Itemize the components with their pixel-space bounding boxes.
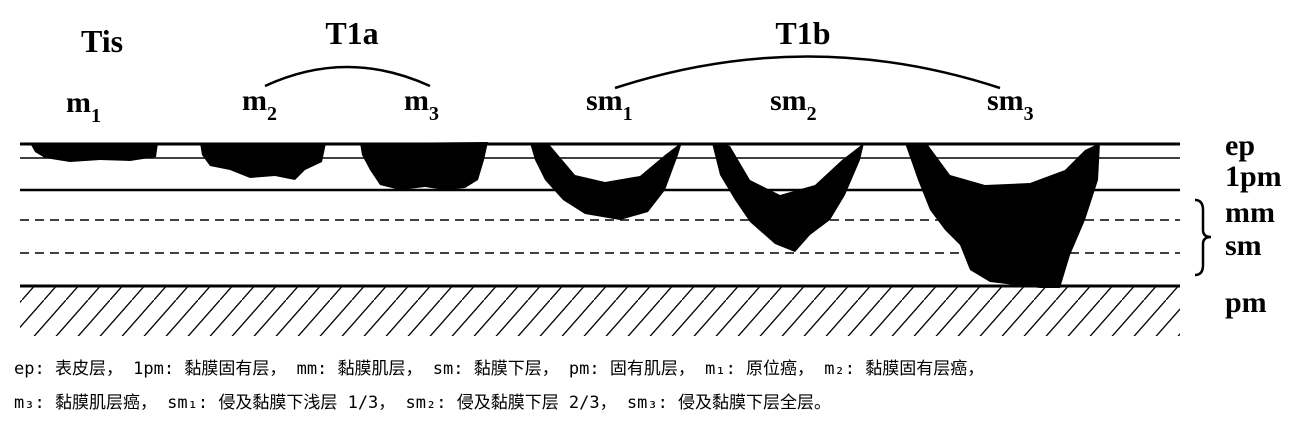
stage-label: sm2 [770,84,817,125]
tumor [530,142,682,220]
tumor [30,143,158,162]
stage-sub: 1 [91,105,101,127]
layer-label: pm [1225,286,1267,319]
caption-line: m₃: 黏膜肌层癌， sm₁: 侵及黏膜下浅层 1/3， sm₂: 侵及黏膜下层… [14,393,831,413]
tumor [360,142,488,190]
layer-label: mm [1225,196,1275,229]
stage-sub: 2 [807,103,817,125]
layer-label: ep [1225,129,1255,162]
stage-label: sm3 [987,84,1034,125]
stage-base: sm [586,84,623,117]
stage-label: m1 [66,86,101,127]
tumor [200,143,326,180]
stage-base: sm [770,84,807,117]
stage-base: m [404,84,429,117]
stage-base: m [242,84,267,117]
caption-line: ep: 表皮层， 1pm: 黏膜固有层， mm: 黏膜肌层， sm: 黏膜下层，… [14,359,984,379]
stage-label: sm1 [586,84,633,125]
layer-label: sm [1225,229,1262,262]
group-label: T1a [325,15,378,51]
layer-label: 1pm [1225,160,1282,193]
stage-label: m3 [404,84,439,125]
bracket-arc [264,65,431,88]
tumor [712,143,864,252]
bracket-arc [614,55,1001,90]
stage-sub: 2 [267,103,277,125]
stage-sub: 3 [1024,103,1034,125]
stage-sub: 3 [429,103,439,125]
group-label: T1b [775,15,830,51]
stage-base: sm [987,84,1024,117]
tumors [30,142,1100,288]
stage-sub: 1 [623,103,633,125]
stage-base: m [66,86,91,119]
stage-label: m2 [242,84,277,125]
muscle-hatch [20,286,1180,336]
group-label: Tis [81,23,123,59]
tumor [905,143,1100,288]
brace [1194,198,1212,277]
